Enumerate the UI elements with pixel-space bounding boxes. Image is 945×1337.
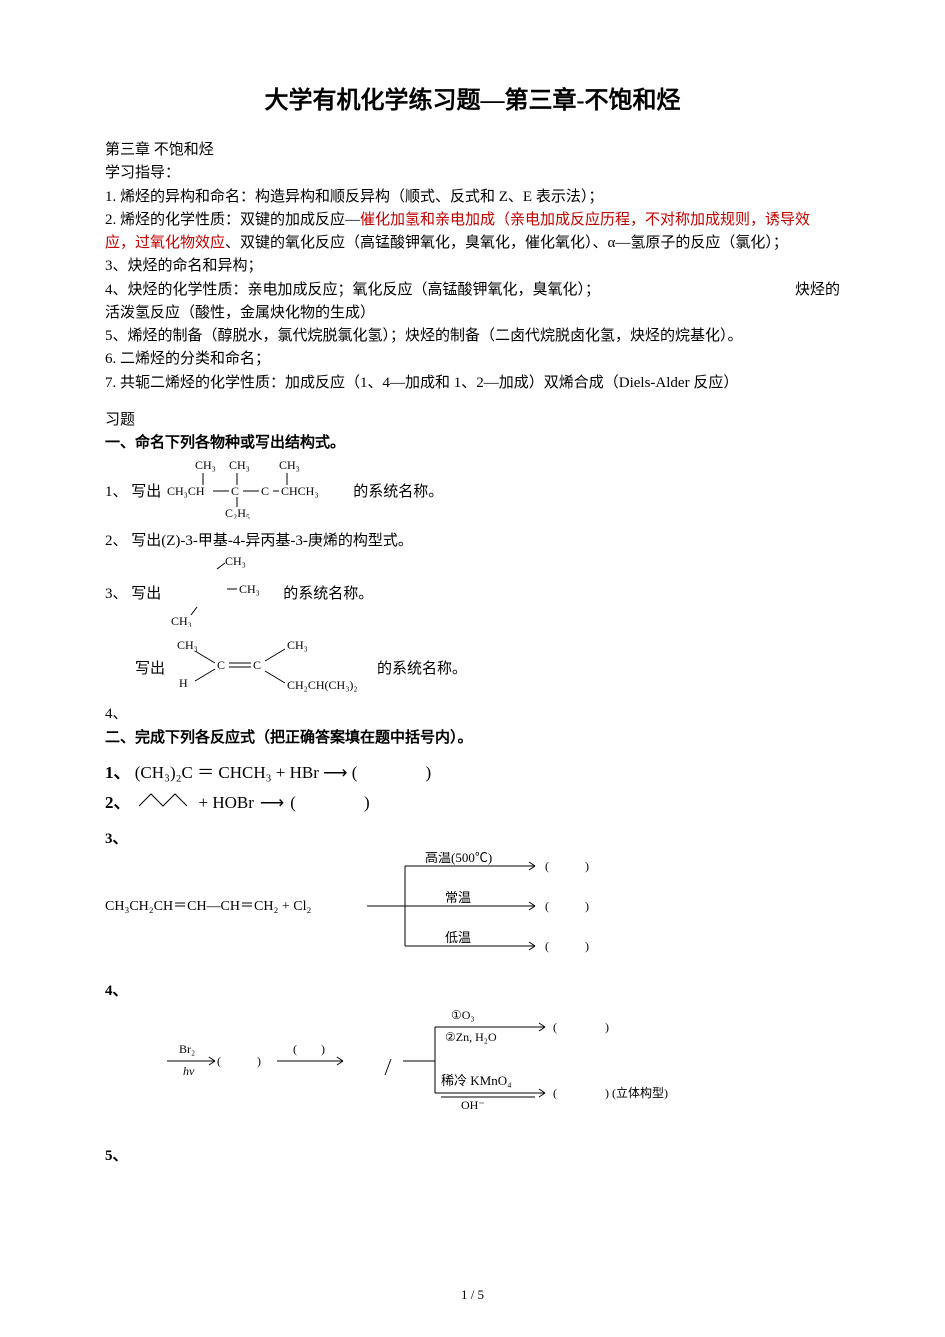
svg-text:CH₂CH(CH₃)₂: CH₂CH(CH₃)₂	[287, 678, 358, 692]
q3b-suffix: 的系统名称。	[377, 658, 467, 681]
svg-text:CH₃: CH₃	[195, 458, 216, 472]
svg-text:( ): ( )	[545, 859, 589, 873]
svg-text:②Zn, H₂O: ②Zn, H₂O	[445, 1030, 497, 1044]
q3b: 写出 CH₃ H C C CH₃ CH₂CH(CH₃)₂ 的系统名称。	[135, 637, 840, 701]
r4-num: 4、	[105, 980, 840, 1003]
guide-item-7: 7. 共轭二烯烃的化学性质：加成反应（1、4—加成和 1、2—加成）双烯合成（D…	[105, 372, 840, 395]
exercises-heading: 习题	[105, 409, 840, 432]
q3b-structure: CH₃ H C C CH₃ CH₂CH(CH₃)₂	[171, 637, 371, 701]
r3: CH₃CH₂CH＝CH—CH＝CH₂ + Cl₂ 高温(500℃) ( ) 常温…	[105, 852, 840, 970]
svg-text:CH₃: CH₃	[279, 458, 300, 472]
svg-text:C₂H₅: C₂H₅	[225, 506, 250, 519]
r4-svg: Br₂ hν ( ) ( ) ①O₃ ②Zn, H₂O ( )	[105, 1003, 805, 1113]
guide-item-4a: 4、炔烃的化学性质：亲电加成反应；氧化反应（高锰酸钾氧化，臭氧化）；	[105, 279, 600, 302]
r1-formula: (CH₃)₂C ＝ CHCH₃ + HBr	[135, 763, 319, 782]
r3-svg: CH₃CH₂CH＝CH—CH＝CH₂ + Cl₂ 高温(500℃) ( ) 常温…	[105, 852, 725, 962]
svg-text:稀冷 KMnO₄: 稀冷 KMnO₄	[441, 1073, 512, 1088]
guide-item-6: 6. 二烯烃的分类和命名；	[105, 348, 840, 371]
r1-num: 1、	[105, 763, 131, 782]
svg-text:CH₃CH: CH₃CH	[167, 484, 205, 498]
svg-text:CH₃: CH₃	[177, 638, 198, 652]
svg-text:C: C	[261, 484, 269, 498]
r3-num: 3、	[105, 828, 840, 851]
q3-prefix: 3、 写出	[105, 583, 161, 606]
svg-text:高温(500℃): 高温(500℃)	[425, 852, 492, 865]
r1: 1、 (CH₃)₂C ＝ CHCH₃ + HBr ⟶ ( )	[105, 760, 840, 786]
q3b-prefix: 写出	[135, 658, 165, 681]
r2: 2、 + HOBr ⟶ ( )	[105, 788, 840, 818]
r1-arrow: ⟶	[323, 763, 347, 782]
svg-text:H: H	[179, 676, 188, 690]
svg-text:CH₃: CH₃	[229, 458, 250, 472]
q3: 3、 写出 CH₃ CH₃ CH₃ 的系统名称。	[105, 555, 840, 635]
guide-item-2: 2. 烯烃的化学性质：双键的加成反应—催化加氢和亲电加成（亲电加成反应历程，不对…	[105, 209, 840, 256]
r4: Br₂ hν ( ) ( ) ①O₃ ②Zn, H₂O ( )	[105, 1003, 840, 1121]
page: 大学有机化学练习题—第三章-不饱和烃 第三章 不饱和烃 学习指导： 1. 烯烃的…	[0, 0, 945, 1337]
q3-svg: CH₃ CH₃ CH₃	[167, 555, 277, 627]
q3b-svg: CH₃ H C C CH₃ CH₂CH(CH₃)₂	[171, 637, 371, 693]
guide-item-4: 4、炔烃的化学性质：亲电加成反应；氧化反应（高锰酸钾氧化，臭氧化）； 炔烃的	[105, 279, 840, 302]
svg-text:低温: 低温	[445, 930, 471, 945]
svg-text:( ): ( )	[545, 939, 589, 953]
q1-prefix: 1、 写出	[105, 481, 161, 504]
svg-text:( ): ( )	[553, 1020, 609, 1034]
svg-text:( ): ( )	[217, 1054, 261, 1068]
svg-text:OH⁻: OH⁻	[461, 1098, 485, 1112]
r2-arrow: ⟶	[260, 790, 284, 816]
q3-structure: CH₃ CH₃ CH₃	[167, 555, 277, 635]
q1-suffix: 的系统名称。	[353, 481, 443, 504]
page-footer: 1 / 5	[0, 1287, 945, 1303]
svg-text:( ) (立体构型): ( ) (立体构型)	[553, 1085, 668, 1100]
guide-item-2a: 2. 烯烃的化学性质：双键的加成反应—	[105, 212, 360, 228]
svg-text:( ): ( )	[293, 1042, 325, 1056]
guide-item-1: 1. 烯烃的异构和命名：构造异构和顺反异构（顺式、反式和 Z、E 表示法）；	[105, 186, 840, 209]
svg-text:CH₃: CH₃	[225, 555, 246, 568]
q1: 1、 写出 CH₃ CH₃ CH₃ CH₃CH C C CHCH₃	[105, 457, 840, 527]
guide-item-4-tail: 活泼氢反应（酸性，金属炔化物的生成）	[105, 302, 840, 325]
guide-item-3: 3、炔烃的命名和异构；	[105, 255, 840, 278]
r2-reagent: + HOBr	[199, 790, 254, 816]
page-title: 大学有机化学练习题—第三章-不饱和烃	[105, 80, 840, 115]
section1-heading: 一、命名下列各物种或写出结构式。	[105, 432, 840, 455]
svg-text:CH₃: CH₃	[171, 614, 192, 627]
r2-structure	[137, 788, 193, 818]
section2-heading: 二、完成下列各反应式（把正确答案填在题中括号内）。	[105, 727, 840, 750]
svg-text:C: C	[253, 658, 261, 672]
guide-item-4-tail-label: 炔烃的	[795, 279, 840, 302]
svg-text:常温: 常温	[445, 890, 471, 905]
r2-svg	[137, 788, 193, 810]
svg-text:CHCH₃: CHCH₃	[281, 484, 319, 498]
svg-text:Br₂: Br₂	[179, 1042, 195, 1056]
svg-text:( ): ( )	[545, 899, 589, 913]
r2-blank: ( )	[290, 790, 369, 816]
svg-text:CH₃: CH₃	[287, 638, 308, 652]
r2-num: 2、	[105, 790, 131, 816]
q2: 2、 写出(Z)-3-甲基-4-异丙基-3-庚烯的构型式。	[105, 530, 840, 553]
svg-text:C: C	[217, 658, 225, 672]
q4: 4、	[105, 703, 840, 726]
guide-item-2b: 、双键的氧化反应（高锰酸钾氧化，臭氧化，催化氧化）、α—氢原子的反应（氯化）；	[225, 235, 788, 251]
svg-text:CH₃CH₂CH＝CH—CH＝CH₂ + Cl₂: CH₃CH₂CH＝CH—CH＝CH₂ + Cl₂	[105, 899, 311, 914]
svg-text:①O₃: ①O₃	[451, 1008, 475, 1022]
q1-structure: CH₃ CH₃ CH₃ CH₃CH C C CHCH₃ C₂H₅	[167, 457, 347, 527]
q1-svg: CH₃ CH₃ CH₃ CH₃CH C C CHCH₃ C₂H₅	[167, 457, 347, 519]
r5: 5、	[105, 1145, 840, 1168]
svg-text:C: C	[231, 484, 239, 498]
svg-text:CH₃: CH₃	[239, 582, 260, 596]
svg-text:hν: hν	[183, 1064, 195, 1078]
guide-heading: 学习指导：	[105, 162, 840, 185]
chapter-line: 第三章 不饱和烃	[105, 139, 840, 162]
q3-suffix: 的系统名称。	[283, 583, 373, 606]
body: 第三章 不饱和烃 学习指导： 1. 烯烃的异构和命名：构造异构和顺反异构（顺式、…	[105, 139, 840, 1169]
r1-blank: ( )	[352, 763, 431, 782]
guide-item-5: 5、烯烃的制备（醇脱水，氯代烷脱氯化氢）；炔烃的制备（二卤代烷脱卤化氢，炔烃的烷…	[105, 325, 840, 348]
